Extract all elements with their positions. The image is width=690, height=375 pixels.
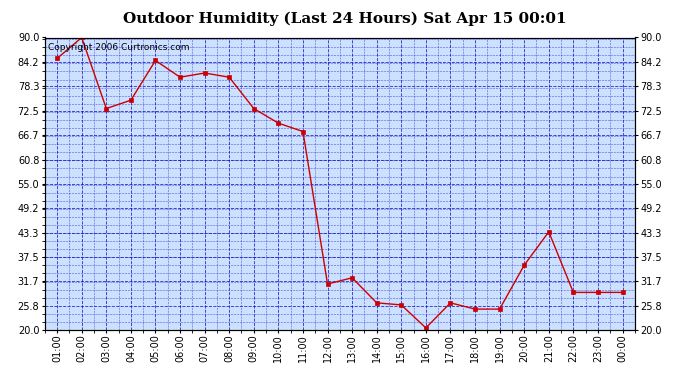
Text: Outdoor Humidity (Last 24 Hours) Sat Apr 15 00:01: Outdoor Humidity (Last 24 Hours) Sat Apr…	[124, 11, 566, 26]
Text: Copyright 2006 Curtronics.com: Copyright 2006 Curtronics.com	[48, 44, 189, 52]
